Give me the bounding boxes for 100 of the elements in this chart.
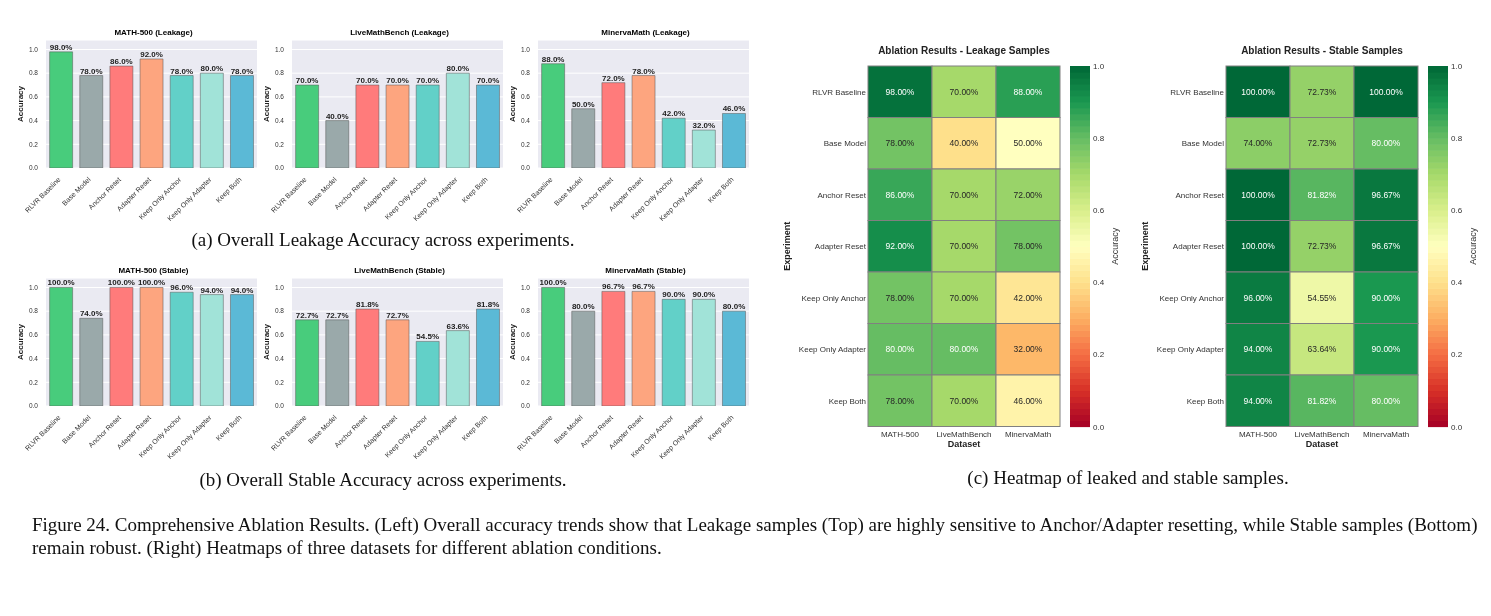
bar <box>541 287 565 406</box>
data-label: 74.0% <box>79 309 103 319</box>
data-label: 92.0% <box>140 49 163 59</box>
data-label: 72.73% <box>1307 138 1337 149</box>
data-label: 100.0% <box>47 278 75 288</box>
data-label: 78.0% <box>632 66 655 76</box>
chart-title: LiveMathBench (Stable) <box>353 266 446 276</box>
data-label: 98.00% <box>885 86 915 97</box>
data-label: 72.73% <box>1307 86 1337 97</box>
y-axis-title: Experiment <box>1140 221 1150 271</box>
y-tick-label: Keep Only Anchor <box>801 293 867 303</box>
bar <box>355 84 380 168</box>
data-label: 50.0% <box>571 99 595 109</box>
bar <box>692 299 716 406</box>
data-label: 46.00% <box>1013 395 1043 406</box>
chart-title: MATH-500 (Leakage) <box>113 28 194 38</box>
data-label: 78.00% <box>1013 241 1043 252</box>
bar <box>295 84 319 168</box>
data-label: 70.0% <box>416 76 440 86</box>
y-axis-title: Accuracy <box>15 85 25 123</box>
data-label: 92.00% <box>885 241 915 252</box>
bar <box>415 84 440 168</box>
bar <box>200 294 224 406</box>
x-tick-label: MATH-500 <box>880 429 920 439</box>
data-label: 81.8% <box>476 300 500 310</box>
bar <box>631 75 656 168</box>
data-label: 63.6% <box>446 321 470 331</box>
y-axis-title: Accuracy <box>507 323 517 361</box>
bar <box>476 308 500 406</box>
bar <box>49 51 73 168</box>
bar <box>230 75 254 168</box>
color-bar-label: 0.4 <box>1093 278 1105 288</box>
data-label: 100.0% <box>107 278 135 288</box>
x-tick-label: LiveMathBench <box>1294 429 1350 439</box>
chart-title: MinervaMath (Leakage) <box>600 28 691 38</box>
data-label: 94.00% <box>1243 395 1273 406</box>
data-label: 74.00% <box>1243 138 1273 149</box>
y-tick-label: Keep Both <box>828 396 866 406</box>
color-bar-label: 0.4 <box>1451 278 1463 288</box>
bar <box>446 330 470 406</box>
data-label: 80.00% <box>949 344 979 355</box>
color-bar-label: 0.0 <box>1093 422 1105 432</box>
y-tick-label: Keep Only Anchor <box>1159 293 1225 303</box>
bar <box>325 120 350 168</box>
x-tick-label: MATH-500 <box>1238 429 1278 439</box>
data-label: 42.0% <box>662 109 686 119</box>
bar <box>295 319 319 406</box>
y-tick-label: Adapter Reset <box>1172 242 1225 252</box>
bar <box>200 72 224 168</box>
data-label: 78.0% <box>170 66 194 76</box>
data-label: 96.7% <box>602 282 625 292</box>
bar <box>230 294 254 406</box>
data-label: 88.00% <box>1013 86 1043 97</box>
data-label: 72.73% <box>1307 241 1337 252</box>
data-label: 90.00% <box>1371 344 1401 355</box>
bar <box>722 113 746 168</box>
text: (c) Heatmap of leaked and stable samples. <box>966 466 1290 489</box>
bar <box>571 310 596 406</box>
chart-title: LiveMathBench (Leakage) <box>349 28 450 38</box>
color-bar-label: 0.6 <box>1451 206 1463 216</box>
data-label: 96.00% <box>1243 292 1273 303</box>
data-label: 72.0% <box>602 73 625 83</box>
data-label: 100.00% <box>1241 241 1276 252</box>
x-tick-label: LiveMathBench <box>936 429 992 439</box>
y-tick-label: Keep Only Adapter <box>1156 345 1225 355</box>
data-label: 70.0% <box>295 76 319 86</box>
bar <box>139 287 164 406</box>
color-bar-label: 0.6 <box>1093 206 1105 216</box>
data-label: 72.7% <box>295 310 319 320</box>
data-label: 78.00% <box>885 395 915 406</box>
x-axis-title: Dataset <box>1305 438 1339 449</box>
data-label: 96.7% <box>632 282 655 292</box>
bar <box>446 72 470 168</box>
bar <box>109 287 134 406</box>
y-tick-label: Keep Only Adapter <box>798 345 867 355</box>
color-bar-label: 0.8 <box>1451 134 1463 144</box>
bar <box>541 63 565 168</box>
y-axis-title: Accuracy <box>261 323 271 361</box>
y-axis-title: Accuracy <box>507 85 517 123</box>
bar <box>661 117 686 168</box>
bar <box>79 75 104 168</box>
data-label: 96.0% <box>170 283 194 293</box>
data-label: 86.00% <box>885 189 915 200</box>
data-label: 80.0% <box>722 302 746 312</box>
bar <box>355 308 380 406</box>
chart-title: Ablation Results - Leakage Samples <box>878 45 1051 56</box>
data-label: 90.0% <box>662 290 686 300</box>
data-label: 42.00% <box>1013 292 1043 303</box>
text: (b) Overall Stable Accuracy across experiments. <box>198 468 568 491</box>
data-label: 50.00% <box>1013 138 1043 149</box>
data-label: 94.0% <box>200 285 224 295</box>
caption: Figure 24. Comprehensive Ablation Results. (Left) Overall accuracy trends show that Leakage samples (Top) are highly sensitive to Anchor/Adapter resetting, while Stable samples (Bottom) remain robust. (Right) Heatmaps of three datasets for different ablation conditions. <box>32 513 1479 559</box>
y-tick-label: RLVR Baseline <box>1170 87 1225 97</box>
bar <box>722 310 746 406</box>
color-bar-label: 0.2 <box>1451 350 1463 360</box>
data-label: 80.00% <box>1371 395 1401 406</box>
data-label: 94.0% <box>230 285 254 295</box>
data-label: 72.7% <box>386 310 409 320</box>
color-bar-title: Accuracy <box>1110 227 1120 265</box>
bar <box>139 58 164 168</box>
